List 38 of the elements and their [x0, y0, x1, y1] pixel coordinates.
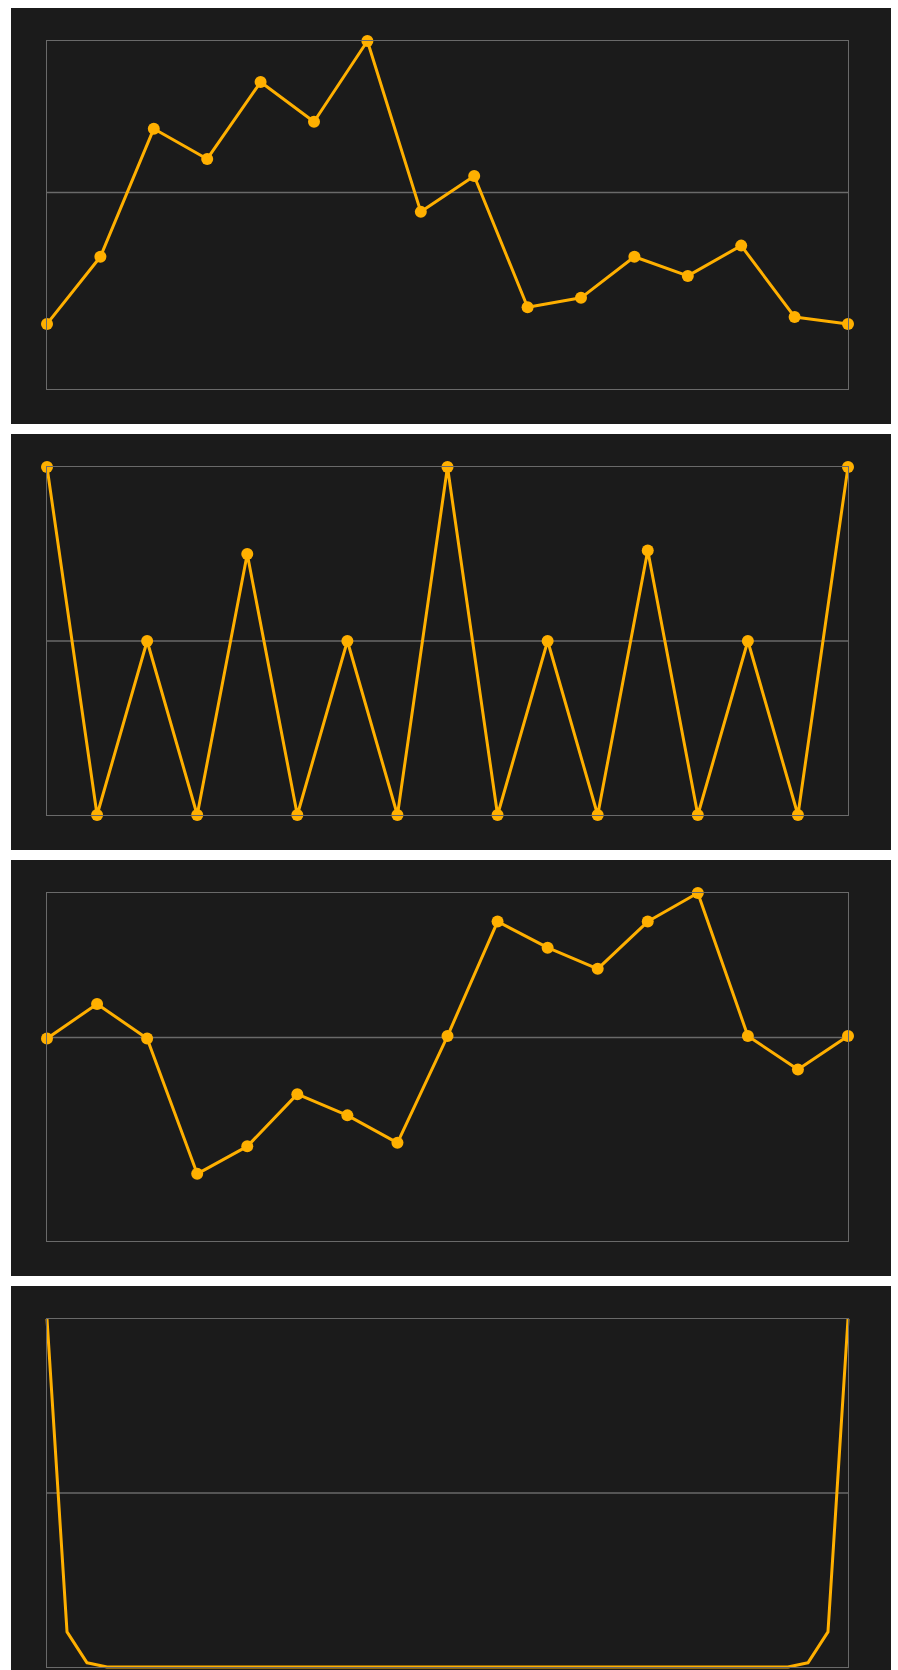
point — [541, 941, 554, 954]
point — [441, 1030, 454, 1043]
point — [628, 250, 641, 263]
point — [691, 887, 704, 899]
point — [341, 1109, 354, 1122]
point — [575, 291, 587, 304]
point — [308, 115, 320, 128]
point — [254, 76, 267, 89]
point — [241, 548, 254, 560]
point — [94, 250, 107, 263]
point — [641, 915, 654, 928]
point — [241, 1140, 254, 1153]
point — [468, 170, 481, 183]
point — [41, 317, 53, 330]
point — [681, 269, 694, 282]
point — [591, 962, 604, 975]
point — [147, 122, 160, 135]
point — [788, 310, 801, 323]
point — [541, 635, 554, 647]
point — [141, 635, 154, 647]
point — [391, 1136, 404, 1149]
point — [491, 915, 504, 928]
point — [141, 1032, 154, 1045]
point — [641, 544, 654, 557]
point — [191, 809, 204, 821]
point — [735, 239, 748, 252]
point — [91, 998, 104, 1011]
point — [341, 635, 354, 647]
point — [741, 1030, 754, 1043]
point — [191, 1167, 204, 1180]
point — [691, 809, 704, 821]
point — [414, 205, 427, 218]
point — [201, 152, 214, 165]
point — [521, 301, 534, 314]
point — [741, 635, 754, 647]
point — [842, 317, 854, 330]
point — [791, 1063, 804, 1076]
point — [291, 1088, 304, 1101]
